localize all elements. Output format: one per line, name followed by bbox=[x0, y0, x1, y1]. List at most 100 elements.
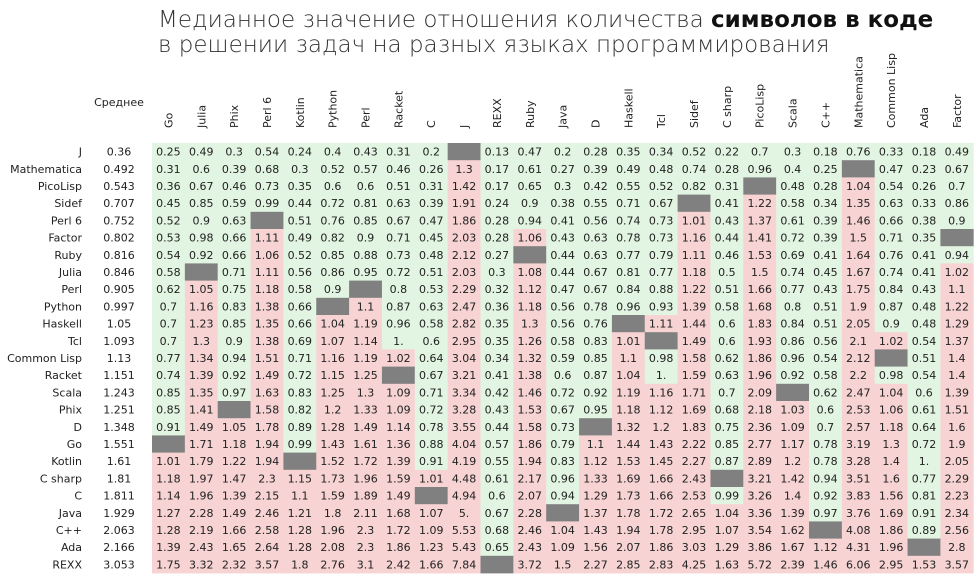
cell-value: 3.04 bbox=[452, 352, 477, 365]
cell-value: 1.67 bbox=[846, 266, 871, 279]
heatmap-cell bbox=[152, 418, 186, 436]
heatmap-cell bbox=[809, 383, 843, 402]
heatmap-cell bbox=[940, 280, 974, 299]
heatmap-cell bbox=[874, 280, 908, 299]
cell-value: 1.22 bbox=[222, 455, 247, 468]
cell-value: 0.82 bbox=[320, 232, 345, 245]
cell-value: 0.59 bbox=[222, 197, 247, 210]
cell-value: 0.63 bbox=[222, 214, 247, 227]
heatmap-cell bbox=[644, 383, 678, 402]
heatmap-cell bbox=[809, 487, 843, 505]
cell-value: 1.04 bbox=[616, 369, 641, 382]
cell-value: 0.89 bbox=[912, 524, 937, 537]
cell-value: 1.42 bbox=[452, 180, 477, 193]
heatmap-cell bbox=[874, 263, 908, 281]
column-header: Factor bbox=[951, 94, 964, 128]
heatmap-cell bbox=[414, 143, 449, 161]
cell-value: 1.49 bbox=[189, 421, 214, 434]
cell-value: 0.31 bbox=[419, 180, 444, 193]
cell-value: 3.54 bbox=[747, 524, 772, 537]
heatmap-cell bbox=[743, 177, 777, 195]
cell-value: 1.72 bbox=[649, 507, 674, 520]
row-label: Ada bbox=[61, 541, 82, 554]
cell-value: 0.42 bbox=[485, 386, 510, 399]
heatmap-cell bbox=[316, 487, 350, 505]
cell-value: 0.48 bbox=[912, 318, 937, 331]
cell-value: 1.27 bbox=[156, 507, 181, 520]
cell-value: 0.78 bbox=[616, 232, 641, 245]
heatmap-cell bbox=[809, 538, 843, 557]
cell-value: 1.28 bbox=[288, 524, 313, 537]
heatmap-cell bbox=[874, 177, 908, 195]
heatmap-cell bbox=[874, 452, 908, 471]
cell-value: 0.8 bbox=[784, 300, 802, 313]
heatmap-cell bbox=[677, 246, 711, 264]
cell-value: 0.85 bbox=[189, 197, 214, 210]
cell-value: 1.78 bbox=[255, 421, 280, 434]
heatmap-cell bbox=[184, 332, 219, 350]
heatmap-cell bbox=[513, 469, 547, 488]
cell-value: 1.96 bbox=[747, 369, 772, 382]
cell-value: 1.11 bbox=[682, 249, 707, 262]
cell-value: 0.77 bbox=[912, 472, 937, 485]
heatmap-cell bbox=[611, 521, 646, 539]
cell-value: 1.56 bbox=[879, 490, 904, 503]
heatmap-cell bbox=[283, 538, 317, 557]
cell-value: 1.96 bbox=[353, 472, 378, 485]
cell-value: 0.85 bbox=[156, 404, 181, 417]
cell-value: 1.51 bbox=[945, 404, 970, 417]
heatmap-cell bbox=[809, 211, 843, 230]
heatmap-cell bbox=[447, 366, 481, 385]
heatmap-cell bbox=[841, 177, 876, 195]
heatmap-cell bbox=[316, 469, 350, 488]
heatmap-cell bbox=[349, 521, 383, 539]
heatmap-cell bbox=[316, 143, 350, 161]
heatmap-cell bbox=[710, 177, 744, 195]
heatmap-cell bbox=[644, 332, 678, 350]
cell-value: 0.55 bbox=[616, 180, 641, 193]
heatmap-cell bbox=[480, 229, 514, 247]
heatmap-cell bbox=[809, 177, 843, 195]
heatmap-cell bbox=[644, 487, 678, 505]
heatmap-cell bbox=[743, 366, 777, 385]
cell-value: 1.66 bbox=[649, 490, 674, 503]
heatmap-cell bbox=[480, 418, 514, 436]
heatmap-cell bbox=[907, 177, 941, 195]
cell-value: 1.28 bbox=[156, 524, 181, 537]
cell-value: 0.92 bbox=[813, 490, 838, 503]
heatmap-cell bbox=[381, 332, 416, 350]
cell-value: 0.85 bbox=[715, 438, 740, 451]
heatmap-cell bbox=[152, 297, 186, 316]
heatmap-cell bbox=[217, 538, 251, 557]
cell-value: 0.73 bbox=[550, 421, 575, 434]
column-header: C++ bbox=[819, 102, 832, 128]
row-label: C++ bbox=[56, 524, 82, 537]
heatmap-cell bbox=[776, 401, 810, 419]
cell-value: 0.97 bbox=[222, 386, 247, 399]
cell-value: 0.77 bbox=[156, 352, 181, 365]
heatmap-cell bbox=[644, 538, 678, 557]
heatmap-cell bbox=[316, 315, 350, 333]
heatmap-cell bbox=[250, 538, 284, 557]
heatmap-cell bbox=[447, 143, 481, 161]
cell-value: 3.36 bbox=[747, 507, 772, 520]
cell-value: 1.19 bbox=[616, 386, 641, 399]
cell-value: 0.72 bbox=[288, 369, 313, 382]
heatmap-cell bbox=[283, 297, 317, 316]
heatmap-cell bbox=[644, 401, 678, 419]
heatmap-cell bbox=[513, 349, 547, 367]
cell-value: 0.7 bbox=[160, 300, 178, 313]
column-header: PicoLisp bbox=[754, 84, 767, 128]
cell-value: 1.28 bbox=[288, 541, 313, 554]
heatmap-cell bbox=[316, 383, 350, 402]
cell-value: 1.49 bbox=[255, 369, 280, 382]
cell-value: 1.3 bbox=[455, 163, 473, 176]
cell-value: 0.98 bbox=[649, 352, 674, 365]
heatmap-cell bbox=[579, 246, 613, 264]
heatmap-cell bbox=[546, 160, 580, 178]
cell-value: 0.87 bbox=[715, 455, 740, 468]
heatmap-cell bbox=[644, 349, 678, 367]
cell-value: 0.31 bbox=[386, 146, 411, 159]
heatmap-cell bbox=[316, 366, 350, 385]
heatmap-cell bbox=[907, 555, 941, 574]
